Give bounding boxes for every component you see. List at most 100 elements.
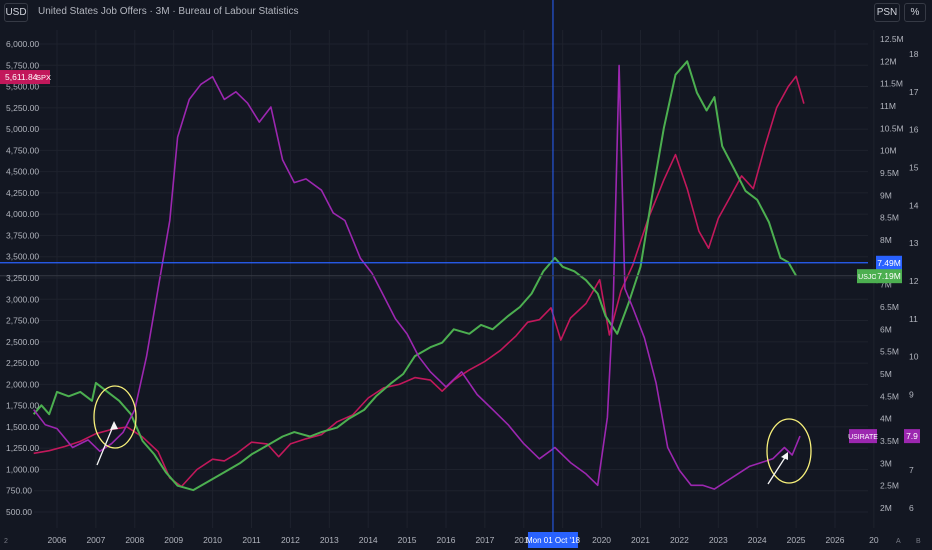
x-axis-tick: 2022 bbox=[670, 535, 689, 545]
x-axis-tick: 2012 bbox=[281, 535, 300, 545]
left-axis-tick: 5,250.00 bbox=[6, 103, 39, 113]
x-axis-tick: 2010 bbox=[203, 535, 222, 545]
series-line-spx bbox=[33, 75, 805, 488]
left-axis-tick: 3,250.00 bbox=[6, 273, 39, 283]
right-axis-tick: 18 bbox=[909, 49, 919, 59]
left-axis-tick: 5,000.00 bbox=[6, 124, 39, 134]
mid-axis-tick: 7M bbox=[880, 280, 892, 290]
usjo-name-badge bbox=[857, 269, 878, 284]
spx-badge-value: 5,611.84 bbox=[5, 72, 38, 82]
right-axis-tick: 7 bbox=[909, 465, 914, 475]
right-axis-tick: 12 bbox=[909, 276, 919, 286]
annotation-circle bbox=[93, 385, 137, 449]
right-axis-tick: 9 bbox=[909, 390, 914, 400]
series-line-usjo bbox=[32, 60, 797, 492]
mid-axis-tick: 12.5M bbox=[880, 34, 904, 44]
series-line-usirate bbox=[33, 64, 801, 490]
mid-axis-tick: 9M bbox=[880, 190, 892, 200]
right-axis-tick: 11 bbox=[909, 314, 918, 324]
mid-axis-tick: 5M bbox=[880, 369, 892, 379]
mid-axis-tick: 9.5M bbox=[880, 168, 899, 178]
right-axis-tick: 13 bbox=[909, 238, 919, 248]
usjo-badge-name: USJO bbox=[858, 274, 877, 281]
left-axis-tick: 3,000.00 bbox=[6, 294, 39, 304]
x-axis-tick: 2023 bbox=[709, 535, 728, 545]
right-axis-tick: 17 bbox=[909, 87, 919, 97]
mid-axis-tick: 8.5M bbox=[880, 213, 899, 223]
psn-button[interactable]: PSN bbox=[874, 3, 900, 22]
right-axis-tick: 15 bbox=[909, 163, 919, 173]
grid bbox=[34, 30, 875, 528]
annotation-circle bbox=[766, 418, 812, 484]
left-axis-tick: 500.00 bbox=[6, 507, 32, 517]
left-axis-tick: 2,750.00 bbox=[6, 316, 39, 326]
x-axis-tick: 2020 bbox=[592, 535, 611, 545]
x-axis-tick: 2011 bbox=[242, 535, 261, 545]
mid-axis-tick: 3.5M bbox=[880, 436, 899, 446]
series-layer bbox=[32, 60, 805, 492]
x-axis-tick: 2024 bbox=[748, 535, 767, 545]
mid-axis-tick: 5.5M bbox=[880, 347, 899, 357]
mid-axis-tick: 4.5M bbox=[880, 391, 899, 401]
currency-button[interactable]: USD bbox=[4, 3, 28, 22]
x-axis-tick: 2026 bbox=[826, 535, 845, 545]
mid-axis-tick: 11.5M bbox=[880, 79, 903, 89]
crosshair-date-label: Mon 01 Oct '18 bbox=[526, 536, 581, 545]
annotation-arrow bbox=[96, 423, 115, 466]
x-axis-tick: 2021 bbox=[631, 535, 650, 545]
usirate-badge-name: USIRATE bbox=[848, 434, 878, 441]
footer-button: A bbox=[896, 538, 901, 545]
annotation-arrowhead bbox=[781, 452, 788, 460]
x-axis-tick: 2025 bbox=[787, 535, 806, 545]
left-axis-tick: 1,750.00 bbox=[6, 401, 39, 411]
mid-axis-tick: 8M bbox=[880, 235, 892, 245]
usjo-value-badge bbox=[876, 269, 902, 284]
left-axis-tick: 4,750.00 bbox=[6, 145, 39, 155]
chart-title: United States Job Offers · 3M · Bureau o… bbox=[38, 6, 299, 17]
x-axis-tick: 2016 bbox=[437, 535, 456, 545]
mid-axis-tick: 10M bbox=[880, 146, 897, 156]
percent-button[interactable]: % bbox=[904, 3, 926, 22]
left-axis-tick: 1,500.00 bbox=[6, 422, 39, 432]
x-axis-tick: 2009 bbox=[164, 535, 183, 545]
x-axis-tick: 2007 bbox=[86, 535, 105, 545]
x-axis-tick: 2017 bbox=[475, 535, 494, 545]
x-axis-tick: 2008 bbox=[125, 535, 144, 545]
axes-layer: 6,000.00 5,750.00 5,500.00 5,250.00 5,000.00… bbox=[0, 34, 921, 548]
usirate-badge-value: 7.9 bbox=[906, 431, 918, 441]
usirate-name-badge bbox=[849, 429, 877, 444]
right-axis-tick: 16 bbox=[909, 125, 919, 135]
left-axis-tick: 2,250.00 bbox=[6, 358, 39, 368]
left-axis-tick: 5,500.00 bbox=[6, 82, 39, 92]
mid-axis-tick: 3M bbox=[880, 458, 892, 468]
spx-badge-name: SPX bbox=[36, 73, 51, 82]
left-axis-tick: 1,000.00 bbox=[6, 464, 39, 474]
mid-axis-tick: 10.5M bbox=[880, 123, 904, 133]
left-axis-tick: 2,500.00 bbox=[6, 337, 39, 347]
left-axis-tick: 750.00 bbox=[6, 486, 32, 496]
crosshair-value-box bbox=[876, 255, 902, 270]
left-axis-tick: 4,500.00 bbox=[6, 167, 39, 177]
left-axis-tick: 4,250.00 bbox=[6, 188, 39, 198]
mid-axis-tick: 4M bbox=[880, 414, 892, 424]
footer-button: B bbox=[916, 538, 921, 545]
left-axis-tick: 2,000.00 bbox=[6, 379, 39, 389]
left-axis-tick: 4,000.00 bbox=[6, 209, 39, 219]
crosshair-value-label: 7.49M bbox=[877, 258, 901, 268]
right-axis-tick: 10 bbox=[909, 352, 919, 362]
left-axis-tick: 3,750.00 bbox=[6, 230, 39, 240]
right-axis-tick: 6 bbox=[909, 503, 914, 513]
left-axis-tick: 5,750.00 bbox=[6, 60, 39, 70]
overlay-layer bbox=[0, 0, 868, 532]
spx-badge bbox=[0, 70, 50, 85]
x-axis-tick: 20 bbox=[869, 535, 879, 545]
x-axis-tick: 2006 bbox=[48, 535, 67, 545]
footer-button: 2 bbox=[4, 538, 8, 545]
mid-axis-tick: 2.5M bbox=[880, 481, 899, 491]
usjo-badge-value: 7.19M bbox=[877, 271, 901, 281]
mid-axis-tick: 2M bbox=[880, 503, 892, 513]
x-axis-tick: 2013 bbox=[320, 535, 339, 545]
x-axis-tick: 2018 bbox=[514, 535, 533, 545]
